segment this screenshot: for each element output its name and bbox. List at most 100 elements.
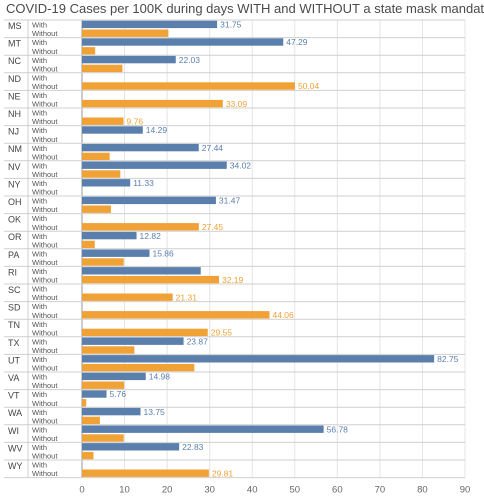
sub-label-with: With xyxy=(32,355,47,364)
sub-label-with: With xyxy=(32,161,47,170)
sub-label-without: Without xyxy=(32,100,58,109)
bar-without xyxy=(82,29,169,37)
state-label: NJ xyxy=(8,127,19,137)
bar-without xyxy=(82,363,195,372)
sub-label-with: With xyxy=(32,373,47,382)
x-tick-label: 30 xyxy=(204,485,215,496)
bar-with xyxy=(82,38,284,46)
sub-label-without: Without xyxy=(32,205,58,214)
state-label: TN xyxy=(8,320,20,330)
bar-with xyxy=(82,143,199,152)
sub-label-without: Without xyxy=(32,364,58,373)
bar-with xyxy=(82,161,227,169)
sub-label-with: With xyxy=(32,249,47,258)
state-label: ND xyxy=(8,74,21,84)
bar-without xyxy=(82,293,173,301)
data-label-without: 44.06 xyxy=(272,310,294,320)
state-label: SD xyxy=(8,303,21,313)
sub-label-without: Without xyxy=(32,293,58,302)
sub-label-with: With xyxy=(32,302,47,311)
sub-label-without: Without xyxy=(32,223,58,232)
bar-with xyxy=(82,390,107,398)
bar-without xyxy=(82,346,135,354)
sub-label-without: Without xyxy=(32,276,58,285)
state-label: WI xyxy=(8,426,19,436)
sub-label-without: Without xyxy=(32,152,58,161)
bar-without xyxy=(82,469,209,477)
sub-label-with: With xyxy=(32,38,47,47)
sub-label-with: With xyxy=(32,232,47,241)
data-label-without: 33.09 xyxy=(226,99,248,109)
bar-without xyxy=(82,152,110,161)
x-tick-label: 20 xyxy=(162,485,173,496)
state-label: TX xyxy=(8,338,20,348)
sub-label-without: Without xyxy=(32,469,58,478)
state-label: NV xyxy=(8,162,21,172)
bar-without xyxy=(82,258,124,266)
bar-with xyxy=(82,179,131,187)
data-label-with: 14.98 xyxy=(149,372,171,382)
sub-label-without: Without xyxy=(32,117,58,126)
bar-without xyxy=(82,381,125,389)
state-label: NH xyxy=(8,109,21,119)
data-label-without: 27.45 xyxy=(202,222,224,232)
sub-label-without: Without xyxy=(32,346,58,355)
sub-label-without: Without xyxy=(32,434,58,443)
sub-label-with: With xyxy=(32,21,47,30)
sub-label-without: Without xyxy=(32,399,58,408)
sub-label-with: With xyxy=(32,267,47,276)
data-label-with: 34.02 xyxy=(230,160,252,170)
bar-with xyxy=(82,407,141,416)
sub-label-without: Without xyxy=(32,170,58,179)
sub-label-with: With xyxy=(32,461,47,470)
x-tick-label: 50 xyxy=(289,485,300,496)
data-label-without: 29.81 xyxy=(212,468,234,478)
bar-without xyxy=(82,205,111,213)
sub-label-with: With xyxy=(32,390,47,399)
state-label: VT xyxy=(8,391,20,401)
state-label: PA xyxy=(8,250,19,260)
data-label-with: 82.75 xyxy=(437,354,459,364)
bar-with xyxy=(82,355,435,363)
sub-label-with: With xyxy=(32,214,47,223)
bar-without xyxy=(82,416,100,425)
bar-without xyxy=(82,170,121,178)
sub-label-with: With xyxy=(32,285,47,294)
x-tick-label: 90 xyxy=(460,485,471,496)
data-label-with: 13.75 xyxy=(144,407,166,417)
bar-with xyxy=(82,337,184,345)
chart-title: COVID-19 Cases per 100K during days WITH… xyxy=(6,1,484,16)
bar-without xyxy=(82,311,270,319)
x-tick-label: 40 xyxy=(247,485,258,496)
bar-without xyxy=(82,434,124,442)
data-label-without: 9.76 xyxy=(127,116,144,126)
sub-label-with: With xyxy=(32,197,47,206)
bar-without xyxy=(82,223,199,231)
sub-label-with: With xyxy=(32,320,47,329)
x-tick-label: 80 xyxy=(417,485,428,496)
sub-label-with: With xyxy=(32,443,47,452)
data-label-without: 29.55 xyxy=(211,328,233,338)
bar-with xyxy=(82,231,137,240)
state-label: UT xyxy=(8,355,20,365)
data-label-with: 47.29 xyxy=(286,37,308,47)
state-label: OK xyxy=(8,215,21,225)
sub-label-without: Without xyxy=(32,416,58,425)
state-label: VA xyxy=(8,373,19,383)
bar-with xyxy=(82,443,180,451)
bar-without xyxy=(82,451,94,460)
sub-label-with: With xyxy=(32,337,47,346)
bar-with xyxy=(82,126,143,134)
state-label: NM xyxy=(8,144,22,154)
sub-label-with: With xyxy=(32,179,47,188)
bar-with xyxy=(82,267,201,275)
state-label: NE xyxy=(8,91,21,101)
state-label: MT xyxy=(8,39,21,49)
sub-label-without: Without xyxy=(32,328,58,337)
sub-label-with: With xyxy=(32,425,47,434)
data-label-with: 56.78 xyxy=(327,424,349,434)
data-label-with: 5.76 xyxy=(110,389,127,399)
sub-label-without: Without xyxy=(32,381,58,390)
sub-label-without: Without xyxy=(32,240,58,249)
